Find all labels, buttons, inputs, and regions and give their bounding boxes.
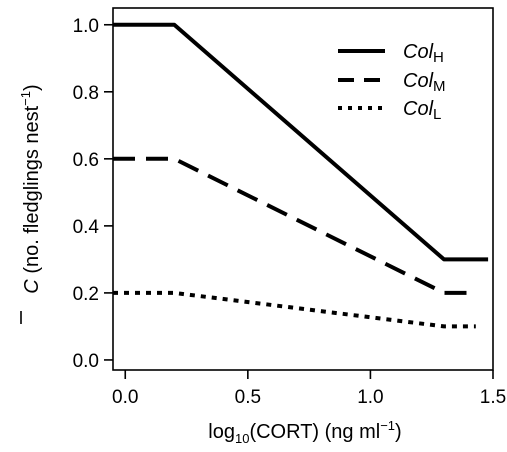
x-tick-label: 0.5 — [235, 387, 261, 408]
y-tick-label: 0.0 — [73, 351, 99, 372]
y-axis-title: C (no. fledglings nest−1) — [18, 84, 43, 293]
plot-frame — [112, 7, 494, 371]
series-line-col-m — [113, 156, 476, 295]
x-tick-label: 1.0 — [357, 387, 383, 408]
x-tick-label: 1.5 — [480, 387, 506, 408]
legend-label-col-h: ColH — [403, 41, 444, 66]
y-tick-label: 1.0 — [73, 16, 99, 37]
y-axis-ticks: 0.0 0.2 0.4 0.6 0.8 1.0 — [73, 16, 113, 372]
x-axis-title-superscript: −1 — [380, 418, 395, 433]
y-axis-title-symbol: C — [21, 279, 43, 294]
legend-label-col-l: ColL — [403, 98, 441, 123]
x-tick-label: 0.0 — [112, 387, 138, 408]
x-axis-title: log10(CORT) (ng ml−1) — [208, 418, 401, 446]
series-line-col-l — [113, 290, 476, 329]
y-tick-label: 0.8 — [73, 83, 99, 104]
series-line-col-h — [113, 22, 489, 262]
x-axis-ticks: 0.0 0.5 1.0 1.5 — [112, 370, 506, 408]
legend-label-col-m: ColM — [403, 70, 446, 95]
x-axis-title-subscript: 10 — [235, 431, 249, 446]
y-tick-label: 0.4 — [73, 217, 100, 238]
y-axis-title-superscript: −1 — [18, 91, 33, 106]
y-tick-label: 0.2 — [73, 284, 99, 305]
legend: ColH ColM ColL — [338, 41, 446, 123]
series-lines — [113, 22, 489, 329]
y-tick-label: 0.6 — [73, 150, 99, 171]
